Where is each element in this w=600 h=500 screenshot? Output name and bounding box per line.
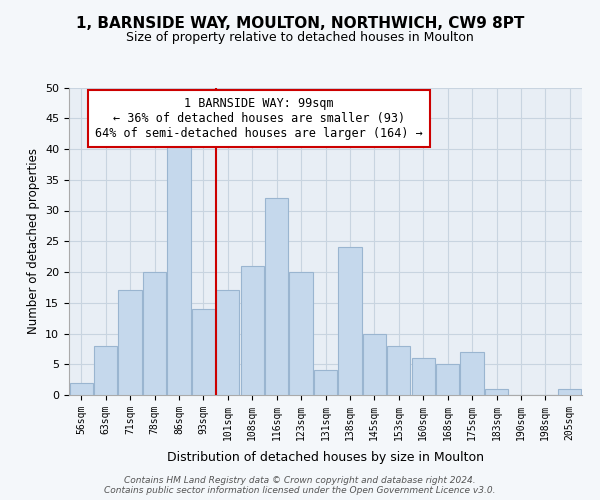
Text: 1 BARNSIDE WAY: 99sqm
← 36% of detached houses are smaller (93)
64% of semi-deta: 1 BARNSIDE WAY: 99sqm ← 36% of detached … (95, 96, 422, 140)
Bar (436, 364, 459, 395)
Bar (216, 290, 239, 395)
Bar (387, 346, 410, 395)
Bar (338, 248, 362, 395)
Bar (485, 389, 508, 395)
Y-axis label: Number of detached properties: Number of detached properties (26, 148, 40, 334)
Bar (460, 352, 484, 395)
Bar (558, 389, 581, 395)
Bar (118, 290, 142, 395)
Bar (314, 370, 337, 395)
Text: 1, BARNSIDE WAY, MOULTON, NORTHWICH, CW9 8PT: 1, BARNSIDE WAY, MOULTON, NORTHWICH, CW9… (76, 16, 524, 31)
Bar (192, 309, 215, 395)
X-axis label: Distribution of detached houses by size in Moulton: Distribution of detached houses by size … (167, 451, 484, 464)
Bar (94, 346, 117, 395)
Bar (265, 198, 288, 395)
Text: Size of property relative to detached houses in Moulton: Size of property relative to detached ho… (126, 31, 474, 44)
Bar (167, 143, 191, 395)
Text: Contains HM Land Registry data © Crown copyright and database right 2024.
Contai: Contains HM Land Registry data © Crown c… (104, 476, 496, 495)
Bar (363, 334, 386, 395)
Bar (412, 358, 435, 395)
Bar (241, 266, 264, 395)
Bar (70, 382, 93, 395)
Bar (289, 272, 313, 395)
Bar (143, 272, 166, 395)
